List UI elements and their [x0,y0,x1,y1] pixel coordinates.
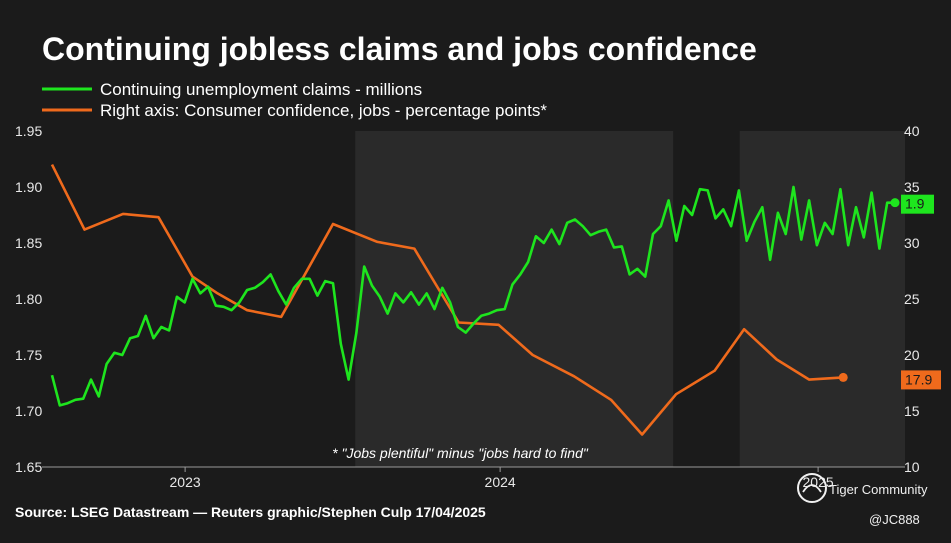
tiger-logo-icon [797,473,827,503]
y-left-tick-label: 1.75 [15,347,42,363]
claims-end-point [890,198,900,208]
tiger-logo-stripe [802,484,822,493]
y-left-tick-label: 1.95 [15,123,42,139]
left-axis: 1.65 1.70 1.75 1.80 1.85 1.90 1.95 [15,123,42,475]
y-left-tick-label: 1.90 [15,179,42,195]
confidence-end-tag [901,370,941,390]
series-line-confidence [50,164,844,436]
series-line-claims [50,185,895,407]
x-tick-label: 2024 [485,474,516,490]
y-right-tick-label: 40 [904,123,920,139]
confidence-end-point [838,372,848,382]
y-left-tick-label: 1.85 [15,235,42,251]
watermark-brand: Tiger Community [829,482,928,497]
claims-end-tag [901,194,934,214]
y-right-tick-label: 20 [904,347,920,363]
confidence-end-label: 17.9 [905,371,932,387]
chart-title: Continuing jobless claims and jobs confi… [42,31,757,67]
x-axis: 2023 2024 2025 [42,466,905,490]
legend-label-confidence: Right axis: Consumer confidence, jobs - … [100,101,547,120]
watermark-logo [797,473,827,503]
end-markers: 1.9 17.9 [838,194,941,390]
y-left-tick-label: 1.80 [15,291,42,307]
y-right-tick-label: 10 [904,459,920,475]
shaded-year-band-tail [739,131,905,467]
y-right-tick-label: 25 [904,291,920,307]
footnote: * "Jobs plentiful" minus "jobs hard to f… [332,445,589,461]
year-shading [355,131,905,467]
y-right-tick-label: 15 [904,403,920,419]
y-left-tick-label: 1.70 [15,403,42,419]
y-right-tick-label: 35 [904,179,920,195]
y-left-tick-label: 1.65 [15,459,42,475]
x-tick-label: 2023 [170,474,201,490]
claims-end-label: 1.9 [905,196,925,212]
legend-label-claims: Continuing unemployment claims - million… [100,80,422,99]
source-note: Source: LSEG Datastream — Reuters graphi… [15,504,486,520]
y-right-tick-label: 30 [904,235,920,251]
right-axis: 10 15 20 25 30 35 40 [904,123,920,475]
watermark-handle: @JC888 [869,512,920,527]
